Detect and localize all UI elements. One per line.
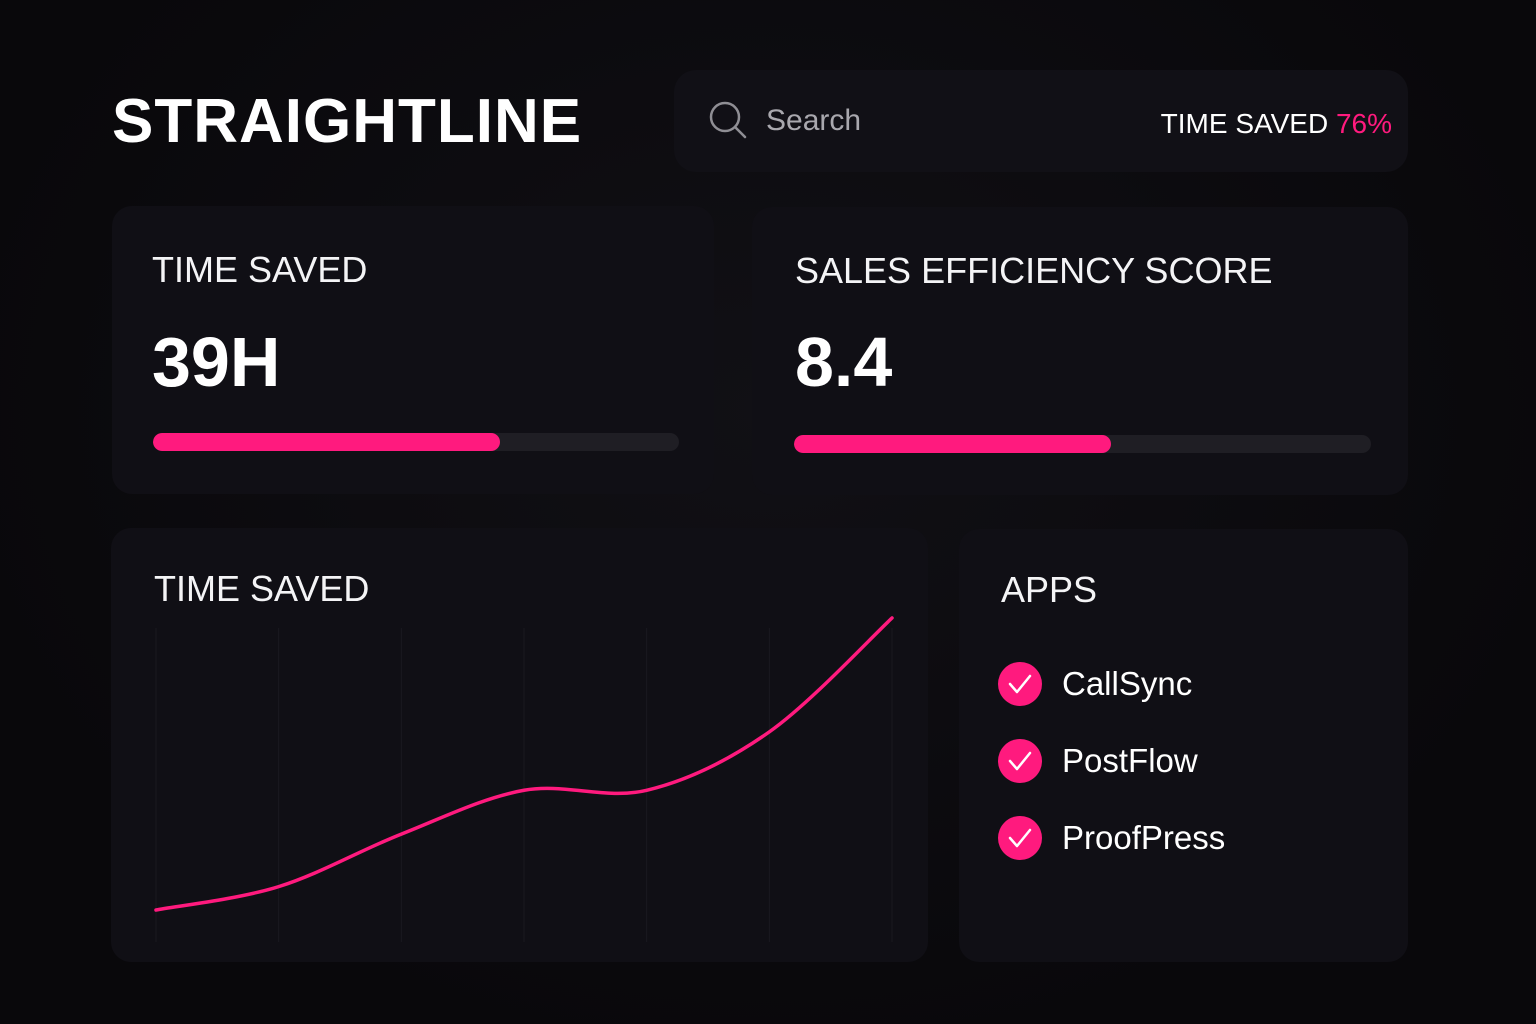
time-saved-series-line — [154, 616, 894, 912]
search-icon[interactable] — [708, 100, 748, 140]
summary-percent: 76% — [1335, 108, 1392, 139]
check-circle-icon — [998, 661, 1042, 706]
summary-label: TIME SAVED — [1160, 108, 1329, 139]
time-saved-chart-panel — [111, 528, 928, 962]
time-saved-card-value: 39H — [152, 323, 281, 401]
efficiency-card-value: 8.4 — [795, 323, 893, 401]
apps-list: CallSync PostFlow ProofPress — [998, 645, 1225, 876]
efficiency-progress-track — [794, 435, 1371, 453]
check-circle-icon — [998, 738, 1042, 783]
time-saved-summary: TIME SAVED 76% — [1161, 106, 1392, 142]
check-circle-icon — [998, 815, 1042, 860]
time-saved-progress-fill — [153, 433, 501, 451]
app-label: CallSync — [1062, 664, 1193, 702]
time-saved-card-label: TIME SAVED — [152, 249, 368, 290]
search-input[interactable] — [766, 98, 1126, 144]
efficiency-progress-fill — [794, 435, 1112, 453]
time-saved-progress-track — [153, 433, 679, 451]
app-label: ProofPress — [1062, 818, 1226, 856]
app-item-callsync[interactable]: CallSync — [998, 645, 1225, 722]
time-saved-line-chart — [154, 616, 894, 942]
efficiency-card-label: SALES EFFICIENCY SCORE — [795, 250, 1273, 291]
app-item-postflow[interactable]: PostFlow — [998, 722, 1225, 799]
app-label: PostFlow — [1062, 741, 1198, 779]
chart-title: TIME SAVED — [154, 568, 370, 609]
apps-title: APPS — [1001, 569, 1098, 610]
app-item-proofpress[interactable]: ProofPress — [998, 799, 1225, 876]
brand-logo: STRAIGHTLINE — [112, 87, 583, 156]
